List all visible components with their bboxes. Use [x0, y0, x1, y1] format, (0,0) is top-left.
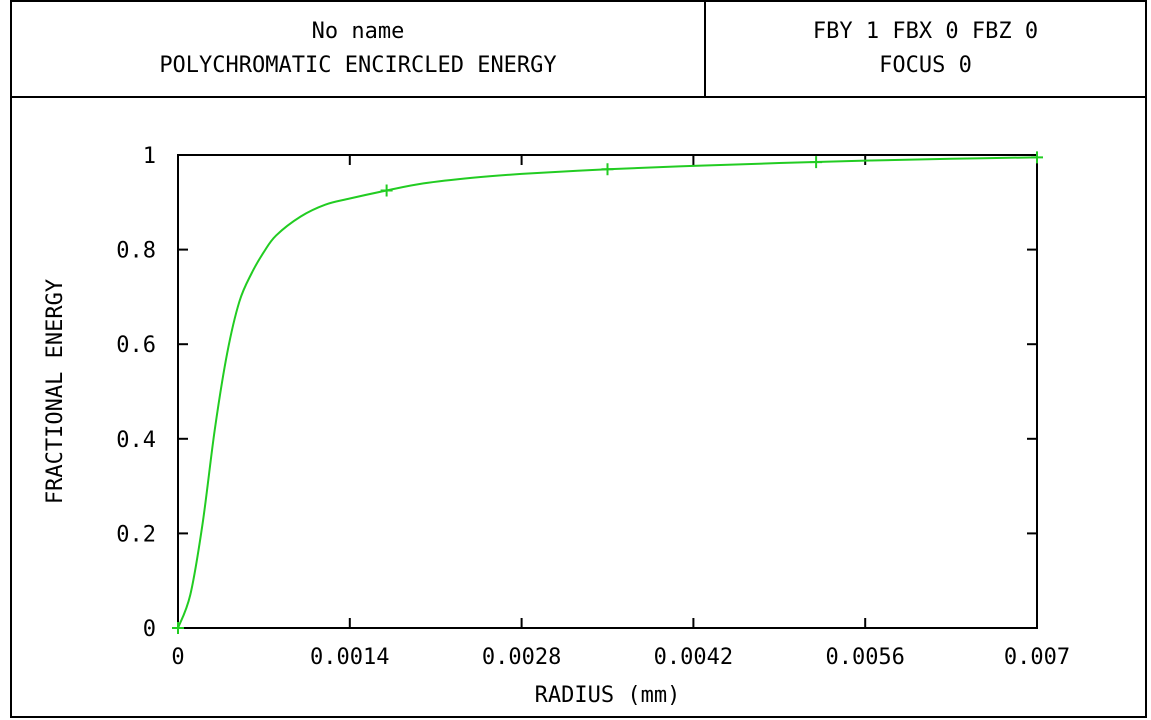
header: No name POLYCHROMATIC ENCIRCLED ENERGY F…	[12, 2, 1145, 98]
x-tick-label: 0.0028	[482, 645, 561, 670]
x-tick-label: 0.0056	[825, 645, 904, 670]
x-tick-label: 0	[171, 645, 184, 670]
header-right: FBY 1 FBX 0 FBZ 0 FOCUS 0	[706, 2, 1145, 96]
data-point-marker	[380, 184, 393, 197]
x-tick-label: 0.007	[1004, 645, 1070, 670]
y-tick-label: 0.2	[116, 522, 156, 547]
y-tick-label: 0.6	[116, 333, 156, 358]
y-axis-title: FRACTIONAL ENERGY	[43, 279, 68, 504]
lens-name: No name	[311, 19, 405, 44]
data-point-marker	[810, 156, 823, 169]
y-tick-label: 1	[143, 144, 156, 169]
y-tick-label: 0.4	[116, 428, 156, 453]
energy-curve	[177, 156, 1038, 629]
field-info: FBY 1 FBX 0 FBZ 0	[812, 19, 1039, 44]
plot-frame: No name POLYCHROMATIC ENCIRCLED ENERGY F…	[10, 0, 1147, 718]
x-axis-title: RADIUS (mm)	[535, 683, 681, 708]
y-tick-label: 0.8	[116, 239, 156, 264]
data-point-marker	[601, 163, 614, 176]
focus-info: FOCUS 0	[879, 53, 972, 78]
data-point-marker	[172, 622, 184, 634]
x-tick-label: 0.0042	[654, 645, 733, 670]
header-left: No name POLYCHROMATIC ENCIRCLED ENERGY	[12, 2, 706, 96]
x-tick-label: 0.0014	[310, 645, 389, 670]
data-point-marker	[1031, 151, 1043, 164]
y-tick-label: 0	[143, 617, 156, 642]
plot-area-border	[177, 154, 1038, 629]
plot-title: POLYCHROMATIC ENCIRCLED ENERGY	[159, 53, 557, 78]
